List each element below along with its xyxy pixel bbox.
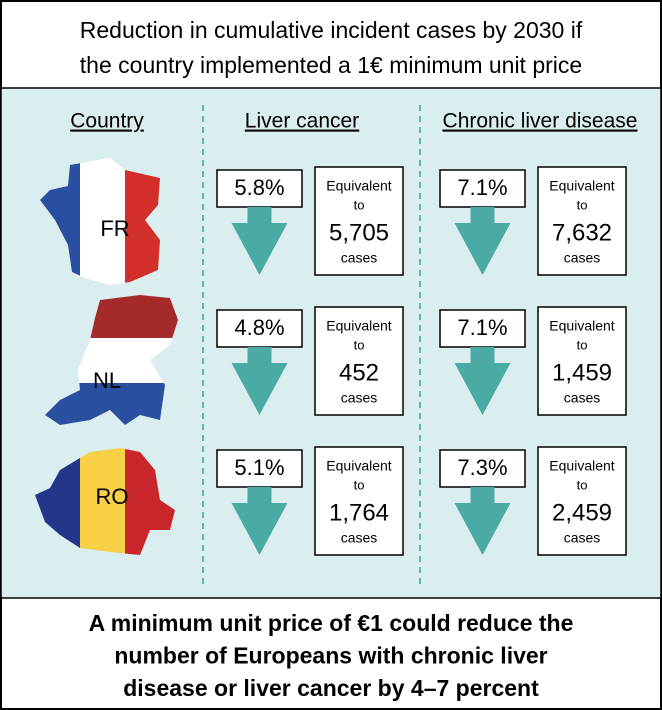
- equivalent-text: Equivalent: [549, 178, 614, 194]
- case-count: 7,632: [552, 219, 612, 246]
- footer-line: disease or liver cancer by 4–7 percent: [123, 675, 539, 701]
- equivalent-text: Equivalent: [326, 458, 391, 474]
- percent-value: 5.8%: [234, 175, 284, 200]
- percent-value: 7.3%: [457, 455, 507, 480]
- equivalent-text: to: [577, 477, 588, 492]
- column-header: Liver cancer: [245, 110, 359, 133]
- footer-line: A minimum unit price of €1 could reduce …: [89, 610, 574, 636]
- case-count: 2,459: [552, 499, 612, 526]
- equivalent-text: Equivalent: [326, 318, 391, 334]
- equivalent-text: to: [577, 337, 588, 352]
- case-count: 1,764: [329, 499, 389, 526]
- down-arrow: [231, 207, 288, 275]
- equivalent-text: to: [354, 337, 365, 352]
- equivalent-text: to: [354, 197, 365, 212]
- case-count: 5,705: [329, 219, 389, 246]
- case-count: 1,459: [552, 359, 612, 386]
- percent-box: [439, 449, 526, 488]
- down-arrow: [454, 487, 511, 555]
- column-header: Country: [70, 110, 144, 133]
- percent-box: [216, 169, 303, 208]
- percent-box: [216, 309, 303, 348]
- down-arrow: [454, 207, 511, 275]
- equivalent-text: to: [354, 477, 365, 492]
- country-label: NL: [93, 368, 121, 393]
- down-arrow: [231, 487, 288, 555]
- percent-value: 7.1%: [457, 175, 507, 200]
- equivalent-text: to: [577, 197, 588, 212]
- title-line: the country implemented a 1€ minimum uni…: [80, 52, 582, 78]
- percent-box: [439, 169, 526, 208]
- down-arrow: [231, 347, 288, 415]
- equivalent-box: [537, 446, 627, 556]
- percent-value: 4.8%: [234, 315, 284, 340]
- case-unit: cases: [564, 250, 601, 266]
- case-unit: cases: [564, 390, 601, 406]
- case-unit: cases: [341, 390, 378, 406]
- case-count: 452: [339, 359, 379, 386]
- down-arrow: [454, 347, 511, 415]
- equivalent-text: Equivalent: [549, 458, 614, 474]
- country-label: RO: [96, 484, 129, 509]
- equivalent-text: Equivalent: [326, 178, 391, 194]
- equivalent-text: Equivalent: [549, 318, 614, 334]
- equivalent-box: [537, 166, 627, 276]
- equivalent-box: [537, 306, 627, 416]
- footer-line: number of Europeans with chronic liver: [114, 643, 547, 669]
- equivalent-box: [314, 306, 404, 416]
- title-line: Reduction in cumulative incident cases b…: [80, 17, 583, 43]
- column-header: Chronic liver disease: [443, 110, 638, 133]
- percent-box: [216, 449, 303, 488]
- equivalent-box: [314, 166, 404, 276]
- case-unit: cases: [341, 530, 378, 546]
- percent-value: 7.1%: [457, 315, 507, 340]
- country-label: FR: [100, 216, 129, 241]
- percent-value: 5.1%: [234, 455, 284, 480]
- equivalent-box: [314, 446, 404, 556]
- case-unit: cases: [564, 530, 601, 546]
- case-unit: cases: [341, 250, 378, 266]
